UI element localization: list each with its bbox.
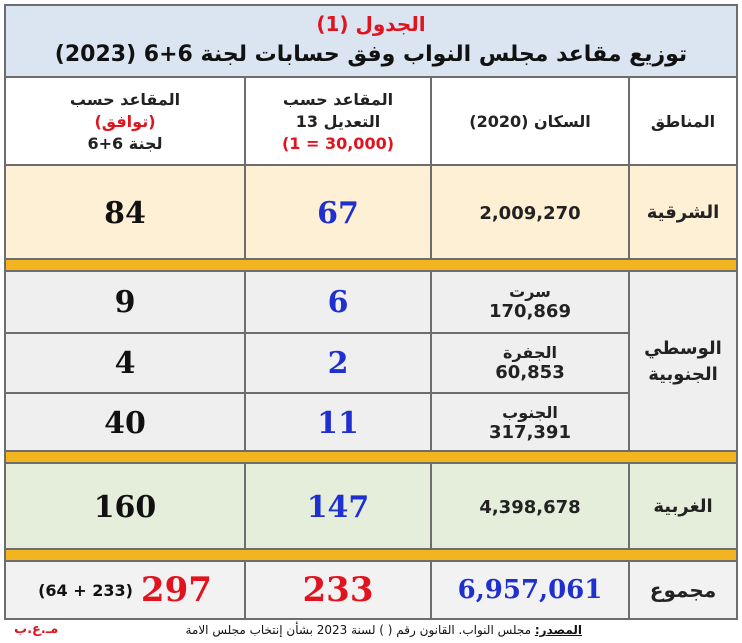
south-population-cell: الجنوب 317,391 — [432, 394, 630, 452]
header-amendment-line1: المقاعد حسب — [282, 90, 394, 109]
total-population: 6,957,061 — [457, 575, 603, 605]
separator-band-1 — [6, 260, 736, 270]
total-population-cell: 6,957,061 — [432, 562, 630, 618]
south-seats-committee: 40 — [104, 405, 146, 441]
title-box: الجدول (1) توزيع مقاعد مجلس النواب وفق ح… — [6, 6, 736, 78]
header-consensus-line1: المقاعد حسب — [69, 90, 181, 109]
total-label-cell: مجموع — [630, 562, 736, 618]
east-seats-committee: 84 — [104, 195, 146, 231]
central-south-region-line1: الوسطي — [644, 338, 722, 359]
header-regions-label: المناطق — [650, 112, 716, 131]
jufra-population: 60,853 — [495, 362, 565, 383]
total-seats-committee-cell: (64 + 233) 297 — [6, 562, 246, 618]
central-south-region-line2: الجنوبية — [648, 364, 718, 385]
jufra-population-cell: الجفرة 60,853 — [432, 334, 630, 392]
east-population-cell: 2,009,270 — [432, 166, 630, 260]
jufra-seats-amendment-cell: 2 — [246, 334, 432, 392]
footer-signature: مـ.ع.ب — [14, 622, 59, 637]
east-population: 2,009,270 — [479, 202, 581, 224]
south-population: 317,391 — [489, 422, 571, 443]
jufra-seats-amendment: 2 — [327, 345, 349, 381]
table-title: توزيع مقاعد مجلس النواب وفق حسابات لجنة … — [54, 42, 688, 67]
total-seats-amendment-cell: 233 — [246, 562, 432, 618]
separator-band-3 — [6, 550, 736, 560]
header-population: السكان (2020) — [432, 78, 630, 166]
sirte-seats-committee-cell: 9 — [6, 272, 246, 332]
sirte-seats-committee: 9 — [114, 284, 136, 320]
header-consensus: المقاعد حسب (توافق) لجنة 6+6 — [6, 78, 246, 166]
header-amendment-line3: (1 = 30,000) — [281, 134, 395, 153]
header-regions: المناطق — [630, 78, 736, 166]
west-region: الغربية — [653, 496, 713, 517]
south-name: الجنوب — [502, 403, 558, 422]
sirte-seats-amendment: 6 — [327, 284, 349, 320]
footer-source-text: مجلس النواب. القانون رقم ( ) لسنة 2023 ب… — [185, 623, 535, 637]
sirte-seats-amendment-cell: 6 — [246, 272, 432, 332]
east-seats-amendment: 67 — [317, 195, 359, 231]
west-seats-committee: 160 — [93, 489, 157, 525]
east-seats-committee-cell: 84 — [6, 166, 246, 260]
header-consensus-line2: (توافق) — [94, 112, 156, 131]
jufra-seats-committee: 4 — [114, 345, 136, 381]
south-seats-committee-cell: 40 — [6, 394, 246, 452]
table-frame: الجدول (1) توزيع مقاعد مجلس النواب وفق ح… — [4, 4, 738, 620]
table-number: الجدول (1) — [316, 12, 426, 36]
total-seats-amendment: 233 — [302, 570, 374, 610]
west-region-cell: الغربية — [630, 464, 736, 550]
footer-source: المصدر: مجلس النواب. القانون رقم ( ) لسن… — [185, 623, 582, 637]
west-seats-amendment: 147 — [306, 489, 370, 525]
total-label: مجموع — [649, 578, 717, 602]
total-seats-committee: 297 — [140, 570, 212, 610]
south-seats-amendment-cell: 11 — [246, 394, 432, 452]
sirte-population: 170,869 — [489, 301, 571, 322]
header-population-label: السكان (2020) — [469, 112, 591, 131]
east-region-cell: الشرقية — [630, 166, 736, 260]
separator-band-2 — [6, 452, 736, 462]
jufra-name: الجفرة — [503, 343, 557, 362]
central-south-region-cell: الوسطي الجنوبية — [630, 272, 736, 452]
sirte-population-cell: سرت 170,869 — [432, 272, 630, 332]
total-committee-breakdown: (64 + 233) — [38, 580, 133, 600]
jufra-seats-committee-cell: 4 — [6, 334, 246, 392]
west-population-cell: 4,398,678 — [432, 464, 630, 550]
west-seats-amendment-cell: 147 — [246, 464, 432, 550]
sirte-name: سرت — [509, 282, 551, 301]
header-consensus-line3: لجنة 6+6 — [87, 134, 163, 153]
header-amendment-line2: التعديل 13 — [295, 112, 381, 131]
footer: المصدر: مجلس النواب. القانون رقم ( ) لسن… — [0, 620, 742, 643]
south-seats-amendment: 11 — [317, 405, 359, 441]
east-seats-amendment-cell: 67 — [246, 166, 432, 260]
west-population: 4,398,678 — [479, 496, 581, 518]
header-amendment: المقاعد حسب التعديل 13 (1 = 30,000) — [246, 78, 432, 166]
east-region: الشرقية — [646, 202, 720, 223]
west-seats-committee-cell: 160 — [6, 464, 246, 550]
footer-source-label: المصدر: — [534, 623, 582, 637]
